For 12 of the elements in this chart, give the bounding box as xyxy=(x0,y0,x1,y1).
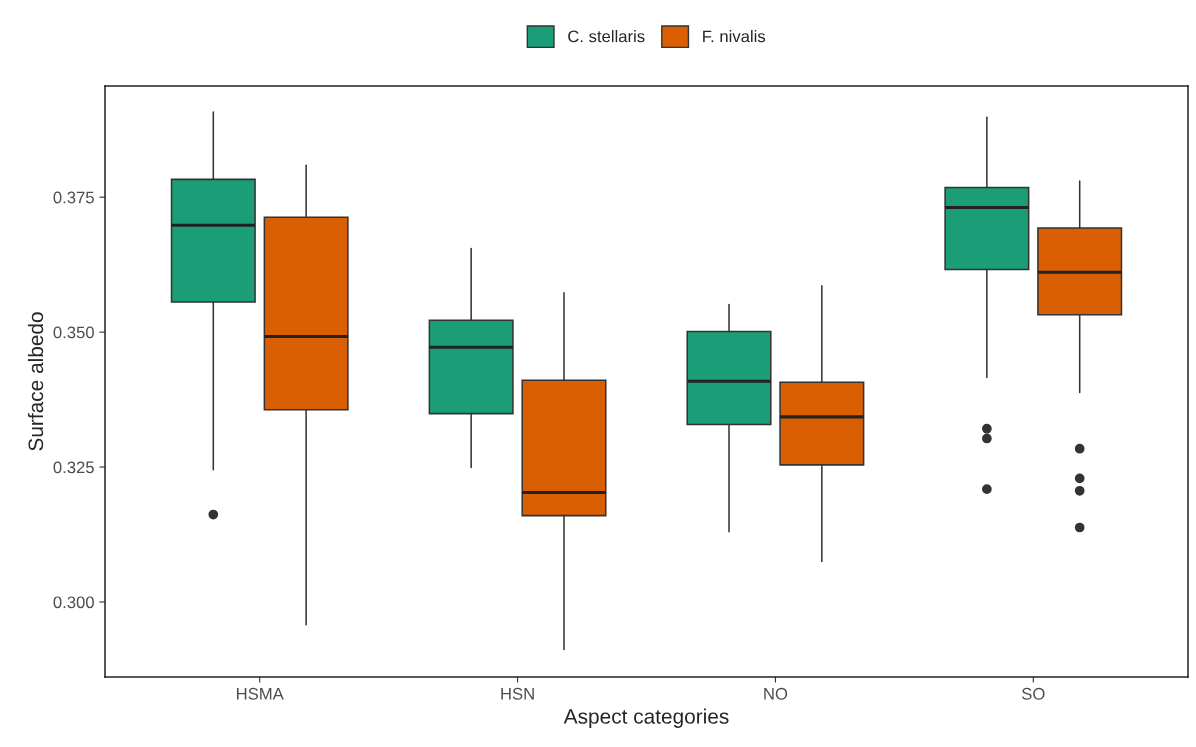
y-tick-label: 0.375 xyxy=(53,191,94,204)
legend-label: F. nivalis xyxy=(703,30,766,43)
x-tick-label: HSN xyxy=(501,687,534,700)
y-axis-title: Surface albedo xyxy=(27,312,44,451)
y-tick-label: 0.300 xyxy=(53,596,94,609)
y-tick-label: 0.350 xyxy=(53,326,94,339)
legend-label: C. stellaris xyxy=(568,30,645,43)
y-tick-label: 0.325 xyxy=(53,461,94,474)
x-tick-label: NO xyxy=(764,687,788,700)
x-tick-label: SO xyxy=(1022,687,1045,700)
x-tick-label: HSMA xyxy=(237,687,284,700)
x-axis-title: Aspect categories xyxy=(563,708,729,728)
